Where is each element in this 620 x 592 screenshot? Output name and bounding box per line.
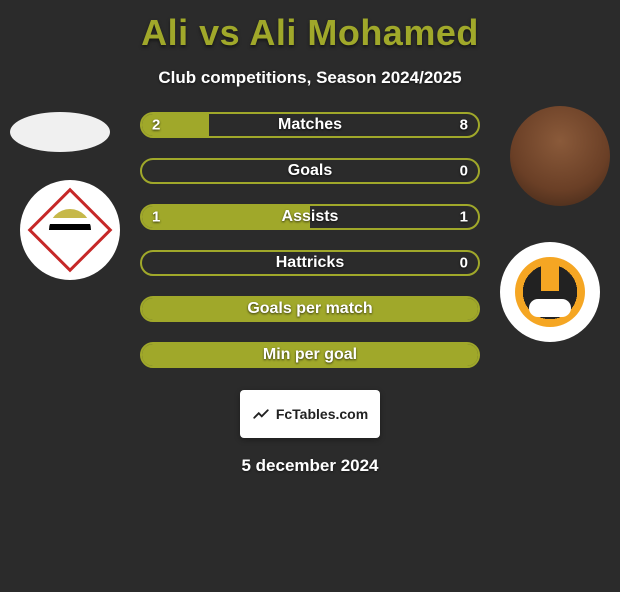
stat-label: Assists: [142, 206, 478, 228]
stat-bar-gpm: Goals per match: [140, 296, 480, 322]
stat-label: Goals: [142, 160, 478, 182]
stat-label: Matches: [142, 114, 478, 136]
stat-right-value: 1: [460, 209, 468, 226]
badge-text: FcTables.com: [276, 406, 368, 422]
player-right-photo: [510, 106, 610, 206]
player-right-club-badge: [500, 242, 600, 342]
stat-label: Hattricks: [142, 252, 478, 274]
stat-right-value: 0: [460, 255, 468, 272]
stat-label: Goals per match: [142, 298, 478, 320]
chart-icon: [252, 405, 270, 423]
club-badge-right-icon: [515, 257, 585, 327]
subtitle: Club competitions, Season 2024/2025: [0, 68, 620, 88]
stat-bars: 2 Matches 8 Goals 0 1 Assists 1 Hattrick…: [140, 112, 480, 368]
stat-label: Min per goal: [142, 344, 478, 366]
date-label: 5 december 2024: [0, 456, 620, 476]
stat-right-value: 8: [460, 117, 468, 134]
player-left-club-badge: [20, 180, 120, 280]
page-title: Ali vs Ali Mohamed: [0, 12, 620, 54]
stat-bar-matches: 2 Matches 8: [140, 112, 480, 138]
stat-right-value: 0: [460, 163, 468, 180]
stat-bar-hattricks: Hattricks 0: [140, 250, 480, 276]
stat-bar-mpg: Min per goal: [140, 342, 480, 368]
stat-bar-goals: Goals 0: [140, 158, 480, 184]
player-left-photo-placeholder: [10, 112, 110, 152]
comparison-panel: 2 Matches 8 Goals 0 1 Assists 1 Hattrick…: [0, 112, 620, 476]
stat-bar-assists: 1 Assists 1: [140, 204, 480, 230]
club-badge-left-icon: [28, 188, 113, 273]
source-badge[interactable]: FcTables.com: [240, 390, 380, 438]
